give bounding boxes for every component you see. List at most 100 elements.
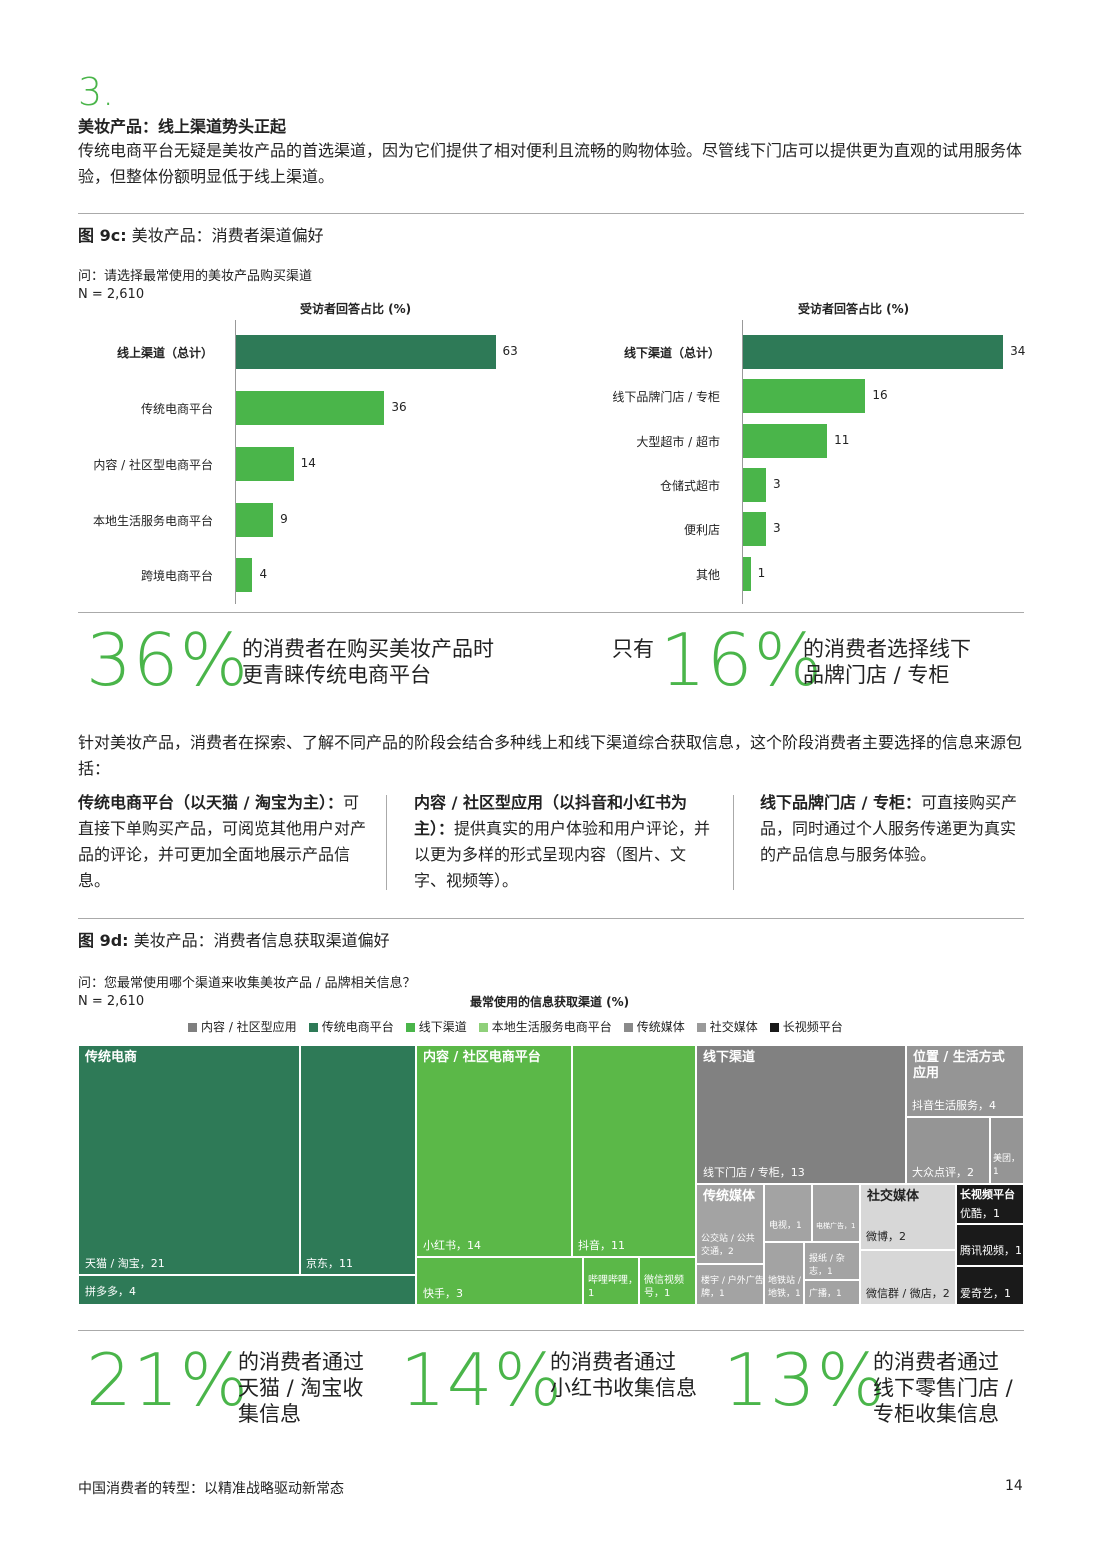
legend-swatch [478, 1023, 488, 1032]
treemap-cell-wechat-group: 微信群 / 微店，2 [860, 1250, 956, 1305]
treemap-cell-meituan: 美团，1 [990, 1117, 1024, 1184]
bar [236, 447, 294, 481]
page-number: 14 [1005, 1478, 1023, 1494]
bar-value-label: 9 [280, 512, 288, 526]
divider [78, 213, 1024, 214]
figure-9c-caption: 美妆产品：消费者渠道偏好 [126, 226, 324, 245]
bar [743, 424, 828, 458]
treemap-cell-tv: 电视，1 [764, 1184, 812, 1242]
legend-swatch [696, 1023, 706, 1032]
stat-13-number: 13% [723, 1338, 887, 1422]
treemap-cell-bus-station-label: 公交站 / 公共交通，2 [701, 1234, 755, 1257]
bar-value-label: 34 [1010, 344, 1026, 358]
info-paragraph: 针对美妆产品，消费者在探索、了解不同产品的阶段会结合多种线上和线下渠道综合获取信… [78, 733, 1023, 778]
treemap-cell-youku: 长视频平台 优酷，1 [956, 1184, 1024, 1224]
treemap-cell-wechat-video-label: 微信视频号，1 [644, 1275, 684, 1299]
stat-16-number: 16% [660, 618, 824, 702]
treemap-cell-tv-label: 电视，1 [769, 1221, 802, 1231]
treemap-cell-xiaohongshu: 内容 / 社区电商平台 小红书，14 [416, 1045, 572, 1257]
figure-9d-label: 图 9d: [78, 931, 129, 950]
stat-13-line2: 线下零售门店 / [873, 1376, 1013, 1400]
legend-label: 本地生活服务电商平台 [491, 1020, 612, 1034]
bar [743, 512, 766, 546]
legend-label: 传统媒体 [636, 1020, 685, 1034]
legend-item: 内容 / 社区型应用 [188, 1020, 297, 1034]
stat-14-text: 的消费者通过 小红书收集信息 [550, 1349, 697, 1401]
legend-swatch [308, 1023, 318, 1032]
treemap-cell-youku-label: 优酷，1 [960, 1207, 1000, 1220]
treemap-group-offline-label: 线下渠道 [703, 1050, 756, 1065]
treemap-cell-douyin-life: 位置 / 生活方式应用 抖音生活服务，4 [906, 1045, 1024, 1117]
treemap-cell-billboard-label: 楼宇 / 户外广告牌，1 [701, 1276, 764, 1299]
legend-swatch [405, 1023, 415, 1032]
treemap-cell-offline-store: 线下渠道 线下门店 / 专柜，13 [696, 1045, 906, 1184]
footer-title: 中国消费者的转型：以精准战略驱动新常态 [78, 1481, 344, 1497]
bar [743, 335, 1004, 369]
bar-category-label: 仓储式超市 [659, 479, 720, 493]
treemap-cell-meituan-label: 美团，1 [993, 1154, 1021, 1177]
treemap-cell-metro-label: 地铁站 / 地铁，1 [768, 1276, 801, 1299]
stat-14-line2: 小红书收集信息 [550, 1376, 697, 1400]
treemap-cell-wechat-group-label: 微信群 / 微店，2 [866, 1287, 950, 1300]
treemap-group-content-label: 内容 / 社区电商平台 [423, 1050, 541, 1065]
legend-item: 本地生活服务电商平台 [478, 1020, 612, 1034]
bar-value-label: 16 [872, 388, 888, 402]
stat-16-text: 的消费者选择线下 品牌门店 / 专柜 [803, 636, 971, 688]
stat-16-prefix: 只有 [612, 637, 654, 661]
treemap-cell-xiaohongshu-label: 小红书，14 [423, 1239, 481, 1252]
bar [743, 557, 751, 591]
stat-36-number: 36% [86, 618, 250, 702]
treemap-cell-dianping: 大众点评，2 [906, 1117, 990, 1184]
bar-category-label: 内容 / 社区型电商平台 [93, 458, 213, 472]
stat-36-line2: 更青睐传统电商平台 [242, 663, 431, 687]
bar-category-label: 线上渠道（总计） [116, 346, 213, 360]
stat-16-line1: 的消费者选择线下 [803, 637, 971, 661]
figure-9c-sample-size: N = 2,610 [78, 287, 145, 302]
treemap-cell-pdd: 拼多多，4 [78, 1275, 416, 1305]
stat-21-text: 的消费者通过 天猫 / 淘宝收 集信息 [238, 1349, 364, 1427]
bar-value-label: 4 [259, 567, 268, 581]
bar-category-label: 便利店 [683, 523, 720, 537]
bar [236, 391, 385, 425]
bar-category-label: 其他 [695, 568, 720, 582]
chart-axis-line [742, 320, 743, 604]
treemap-cell-iqiyi: 爱奇艺，1 [956, 1266, 1024, 1305]
chart-axis-line [235, 320, 236, 604]
treemap: 传统电商 天猫 / 淘宝，21 京东，11 拼多多，4 内容 / 社区电商平台 … [78, 1045, 1024, 1305]
legend-label: 社交媒体 [709, 1020, 758, 1034]
figure-9d-title: 图 9d: 美妆产品：消费者信息获取渠道偏好 [78, 927, 390, 951]
treemap-group-ecommerce-label: 传统电商 [85, 1050, 138, 1065]
treemap-cell-radio-label: 广播，1 [809, 1289, 842, 1299]
stat-21-number: 21% [86, 1338, 250, 1422]
stat-14-line1: 的消费者通过 [550, 1350, 676, 1374]
treemap-cell-weibo: 社交媒体 微博，2 [860, 1184, 956, 1250]
section-intro: 传统电商平台无疑是美妆产品的首选渠道，因为它们提供了相对便利且流畅的购物体验。尽… [78, 141, 1023, 186]
stat-13-text: 的消费者通过 线下零售门店 / 专柜收集信息 [873, 1349, 1013, 1427]
treemap-cell-tmall: 传统电商 天猫 / 淘宝，21 [78, 1045, 300, 1275]
treemap-cell-tencent-video-label: 腾讯视频，1 [960, 1244, 1022, 1257]
bar-value-label: 1 [757, 566, 766, 580]
legend-item: 传统电商平台 [308, 1020, 394, 1034]
treemap-cell-pdd-label: 拼多多，4 [85, 1285, 136, 1298]
treemap-cell-douyin-label: 抖音，11 [578, 1239, 625, 1252]
bar-value-label: 11 [834, 433, 850, 447]
treemap-cell-elevator-ads: 电梯广告，1 [812, 1184, 860, 1242]
legend-swatch [769, 1023, 779, 1032]
treemap-cell-jd: 京东，11 [300, 1045, 416, 1275]
stat-36-text: 的消费者在购买美妆产品时 更青睐传统电商平台 [242, 636, 494, 688]
figure-9d-question: 问：您最常使用哪个渠道来收集美妆产品 / 品牌相关信息？ [78, 976, 416, 991]
treemap-cell-billboard: 楼宇 / 户外广告牌，1 [696, 1264, 764, 1305]
bar-category-label: 大型超市 / 超市 [636, 435, 720, 449]
treemap-cell-jd-label: 京东，11 [306, 1257, 353, 1270]
info-column-content: 内容 / 社区型应用（以抖音和小红书为主）：提供真实的用户体验和用户评论，并以更… [414, 790, 714, 894]
treemap-group-long-video-label: 长视频平台 [960, 1188, 1015, 1201]
treemap-cell-dianping-label: 大众点评，2 [912, 1166, 974, 1179]
legend-label: 长视频平台 [782, 1020, 843, 1034]
stat-16-line2: 品牌门店 / 专柜 [803, 663, 950, 687]
info-column-ecommerce-heading: 传统电商平台（以天猫 / 淘宝为主）： [78, 793, 343, 812]
stat-21-line1: 的消费者通过 [238, 1350, 364, 1374]
divider [78, 1330, 1024, 1331]
treemap-cell-newspaper: 报纸 / 杂志，1 [804, 1242, 860, 1280]
stat-21-line3: 集信息 [238, 1402, 301, 1426]
legend-item: 传统媒体 [623, 1020, 685, 1034]
